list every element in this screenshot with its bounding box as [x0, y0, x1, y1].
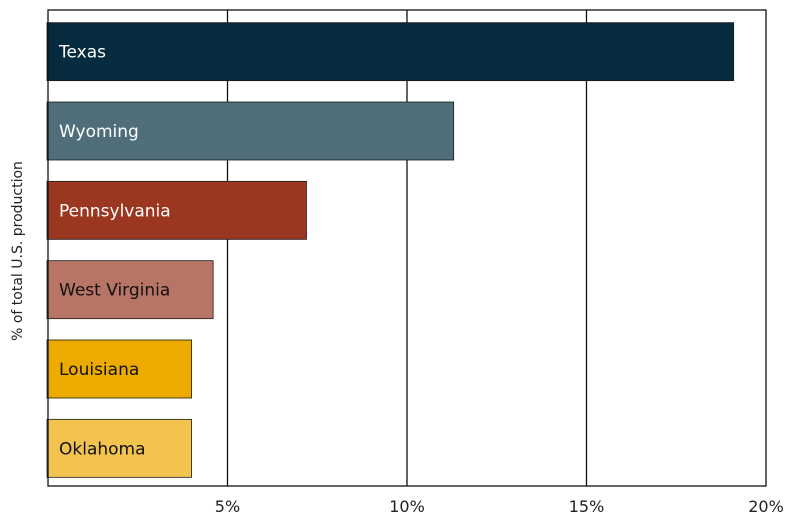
bars: Texas Wyoming Pennsylvania West Virginia Lou… — [46, 22, 735, 478]
gridlines — [226, 10, 588, 486]
x-tick-labels: 5% 10% 15% 20% — [215, 497, 784, 516]
bar-texas — [46, 22, 735, 82]
bar-label-texas: Texas — [58, 43, 106, 63]
bar-label-oklahoma: Oklahoma — [59, 439, 146, 459]
plot-frame — [47, 9, 767, 487]
x-tick-label-20pct: 20% — [748, 497, 784, 516]
y-axis-title: % of total U.S. production — [10, 161, 26, 341]
bar-label-wyoming: Wyoming — [59, 122, 139, 142]
bar-label-west-virginia: West Virginia — [59, 281, 170, 301]
plot-border — [47, 9, 767, 487]
bar-oklahoma — [46, 418, 193, 478]
bar-wyoming — [46, 101, 455, 161]
bar-pennsylvania — [46, 180, 307, 240]
x-tick-label-10pct: 10% — [389, 497, 425, 516]
bar-west-virginia — [46, 260, 214, 320]
bar-label-pennsylvania: Pennsylvania — [59, 201, 171, 221]
x-tick-label-5pct: 5% — [215, 497, 240, 516]
x-tick-label-15pct: 15% — [569, 497, 605, 516]
bar-louisiana — [46, 339, 193, 399]
bar-label-louisiana: Louisiana — [59, 360, 139, 380]
